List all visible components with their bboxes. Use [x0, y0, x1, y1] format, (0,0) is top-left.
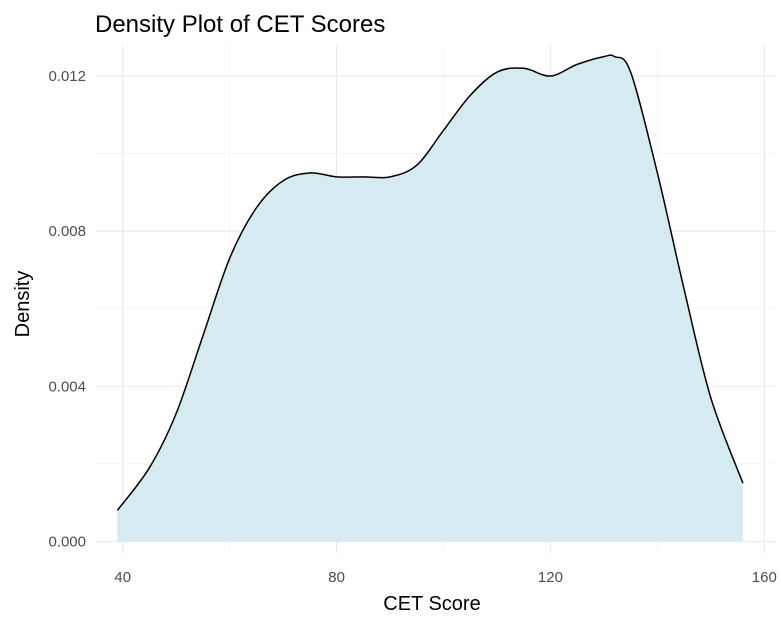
x-tick-label: 80	[328, 569, 345, 586]
y-axis-title: Density	[12, 271, 34, 338]
area-layer	[116, 54, 744, 542]
density-area-fill	[117, 55, 743, 542]
x-tick-label: 40	[114, 569, 131, 586]
y-tick-label: 0.000	[48, 533, 86, 550]
y-tick-label: 0.008	[48, 223, 86, 240]
axis-layer: 40 80 120 160 0.000 0.004 0.008 0.012	[48, 68, 776, 586]
y-tick-label: 0.012	[48, 68, 86, 85]
y-tick-label: 0.004	[48, 378, 86, 395]
chart-title: Density Plot of CET Scores	[95, 11, 385, 38]
x-tick-label: 160	[752, 569, 777, 586]
density-curve-line	[116, 54, 744, 511]
x-tick-label: 120	[538, 569, 563, 586]
x-axis-title: CET Score	[383, 593, 480, 615]
